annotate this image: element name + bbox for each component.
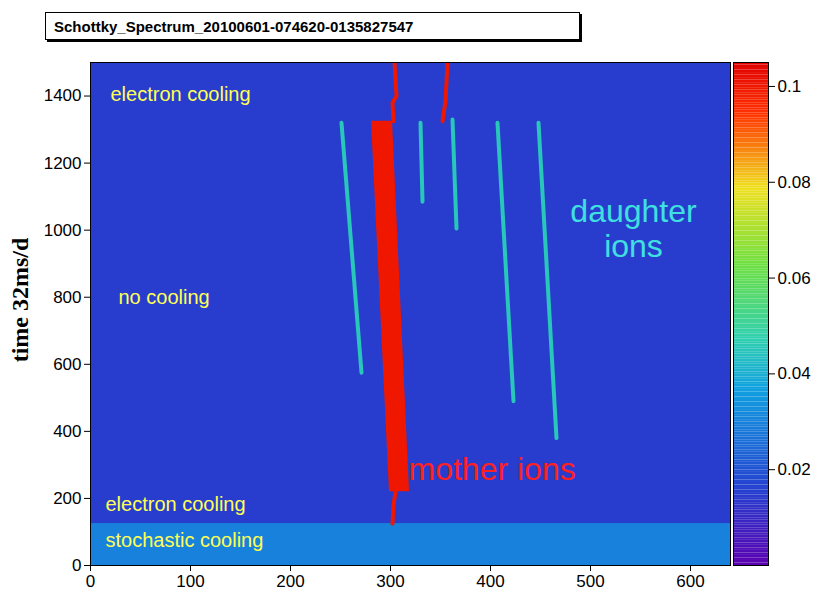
svg-text:1000: 1000: [44, 221, 82, 240]
svg-text:300: 300: [376, 572, 404, 591]
svg-text:0.1: 0.1: [778, 77, 802, 96]
svg-text:no cooling: no cooling: [119, 286, 210, 308]
svg-text:1200: 1200: [44, 154, 82, 173]
svg-text:daughterions: daughterions: [570, 193, 697, 264]
svg-text:1400: 1400: [44, 86, 82, 105]
svg-text:electron cooling: electron cooling: [111, 83, 251, 105]
svg-text:0: 0: [72, 556, 81, 575]
svg-text:0.04: 0.04: [778, 364, 811, 383]
svg-text:200: 200: [53, 489, 81, 508]
svg-text:0.08: 0.08: [778, 173, 811, 192]
svg-text:100: 100: [176, 572, 204, 591]
svg-text:0.02: 0.02: [778, 460, 811, 479]
svg-text:electron cooling: electron cooling: [106, 493, 246, 515]
svg-text:800: 800: [53, 288, 81, 307]
svg-text:600: 600: [676, 572, 704, 591]
svg-text:500: 500: [576, 572, 604, 591]
html-text:time 32ms/d: time 32ms/d: [6, 237, 33, 363]
html-text:Schottky_Spectrum_20100601-074: Schottky_Spectrum_20100601-074620-013582…: [54, 17, 414, 35]
svg-text:400: 400: [476, 572, 504, 591]
svg-text:0: 0: [86, 572, 95, 591]
svg-text:0.06: 0.06: [778, 269, 811, 288]
svg-text:200: 200: [276, 572, 304, 591]
svg-text:mother ions: mother ions: [409, 451, 576, 487]
svg-text:400: 400: [53, 422, 81, 441]
svg-text:stochastic cooling: stochastic cooling: [106, 529, 264, 551]
svg-text:600: 600: [53, 355, 81, 374]
